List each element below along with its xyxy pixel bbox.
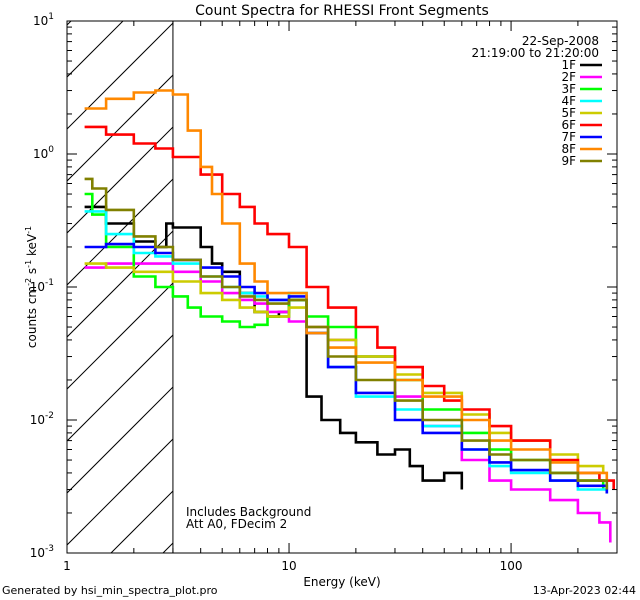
series-line-8F — [84, 89, 609, 481]
y-tick-label: 10-2 — [30, 411, 54, 427]
legend-label-4F: 4F — [561, 94, 576, 108]
y-tick-label: 10-3 — [30, 544, 54, 560]
hatch-line — [0, 21, 19, 553]
hatch-line — [67, 21, 228, 182]
hatch-line — [631, 21, 640, 553]
x-axis-label: Energy (keV) — [303, 575, 380, 589]
x-tick-label: 100 — [500, 559, 523, 573]
legend-label-6F: 6F — [561, 118, 576, 132]
legend-label-9F: 9F — [561, 154, 576, 168]
annotation-background: Includes Background — [186, 505, 311, 519]
time-range-label: 21:19:00 to 21:20:00 — [472, 46, 599, 60]
legend-label-3F: 3F — [561, 82, 576, 96]
date-label: 22-Sep-2008 — [522, 34, 599, 48]
hatch-line — [67, 21, 124, 78]
legend-label-5F: 5F — [561, 106, 576, 120]
x-axis: 1 10 100 — [63, 21, 618, 573]
series-layer — [84, 21, 615, 553]
y-tick-label: 101 — [33, 12, 54, 28]
annotation-attenuator: Att A0, FDecim 2 — [186, 517, 287, 531]
generated-by-label: Generated by hsi_min_spectra_plot.pro — [2, 584, 218, 597]
chart-title: Count Spectra for RHESSI Front Segments — [195, 3, 489, 19]
timestamp-label: 13-Apr-2023 02:44 — [533, 584, 636, 597]
y-axis-label: counts cm-2 s-1 keV-1 — [24, 226, 39, 348]
series-line-9F — [84, 177, 609, 490]
x-tick-label: 10 — [281, 559, 296, 573]
y-tick-label: 100 — [33, 145, 54, 161]
legend-label-8F: 8F — [561, 142, 576, 156]
legend-label-1F: 1F — [561, 58, 576, 72]
legend-label-7F: 7F — [561, 130, 576, 144]
legend-label-2F: 2F — [561, 70, 576, 84]
x-tick-label: 1 — [63, 559, 71, 573]
